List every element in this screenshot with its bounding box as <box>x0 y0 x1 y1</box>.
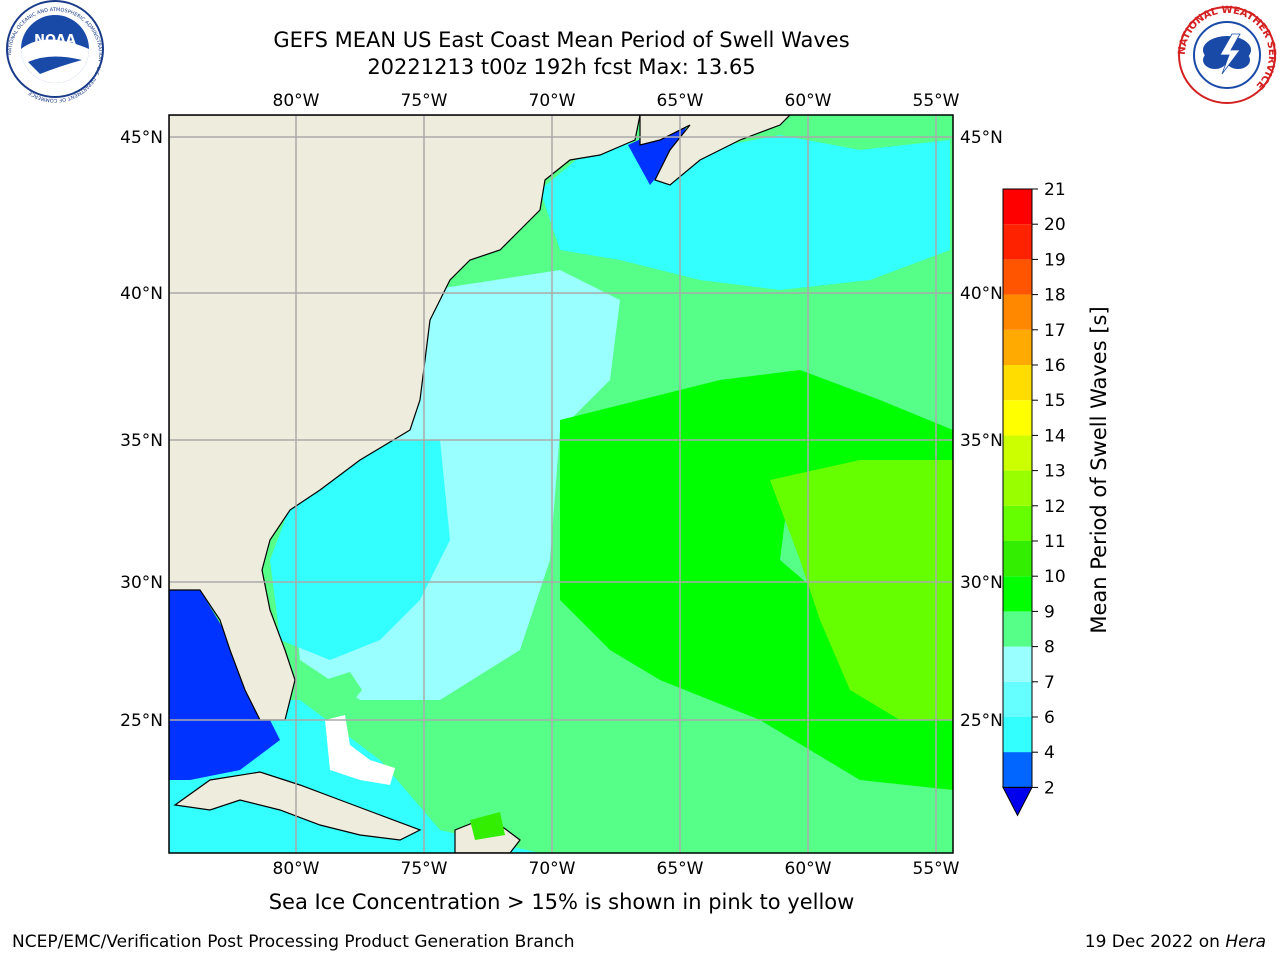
colorbar-frame <box>1002 188 1033 788</box>
colorbar-segment <box>1003 681 1032 717</box>
colorbar-tick-label: 8 <box>1044 638 1055 658</box>
colorbar-tick-label: 13 <box>1044 462 1066 482</box>
chart-subtitle: 20221213 t00z 192h fcst Max: 13.65 <box>367 55 756 79</box>
colorbar-tick-label: 16 <box>1044 356 1066 376</box>
colorbar-segment <box>1003 752 1032 788</box>
colorbar-tick-label: 19 <box>1044 250 1066 270</box>
colorbar-segment <box>1003 400 1032 436</box>
swell-zone-cyan-south <box>270 440 450 660</box>
axis-labels: 80°W 80°W 75°W 75°W 70°W 70°W 65°W 65°W 60°W 60°W… <box>120 91 1003 879</box>
lat-label-left: 35°N <box>120 431 163 451</box>
footer-credit: NCEP/EMC/Verification Post Processing Pr… <box>12 932 575 952</box>
colorbar-tick-label: 6 <box>1044 708 1055 728</box>
footer-host: Hera <box>1225 932 1266 952</box>
land-north-america <box>169 115 641 721</box>
colorbar-tick-label: 11 <box>1044 532 1066 552</box>
nws-logo: NATIONAL WEATHER SERVICE <box>1177 5 1277 104</box>
lon-label-top: 75°W <box>401 91 448 111</box>
lon-label-bottom: 55°W <box>913 859 960 879</box>
bahamas-shallow-patch <box>325 715 395 785</box>
map-area <box>169 115 953 853</box>
colorbar-segment <box>1003 470 1032 506</box>
colorbar-extend-arrow <box>1002 786 1033 817</box>
chart-title: GEFS MEAN US East Coast Mean Period of S… <box>273 28 850 52</box>
colorbar-segment <box>1003 259 1032 295</box>
colorbar: 2 4 6 7 8 9 10 11 12 13 14 15 16 17 18 19 20 21 <box>1002 180 1066 817</box>
lon-label-top: 70°W <box>529 91 576 111</box>
lon-label-top: 65°W <box>657 91 704 111</box>
land-cuba <box>173 771 422 841</box>
colorbar-tick-label: 18 <box>1044 286 1066 306</box>
colorbar-segment <box>1003 611 1032 647</box>
colorbar-segment <box>1003 505 1032 541</box>
map-gridlines <box>169 115 953 853</box>
colorbar-segment <box>1003 541 1032 577</box>
swell-zone-cyan-north <box>540 135 950 290</box>
colorbar-tick-label: 2 <box>1044 778 1055 798</box>
lat-label-left: 30°N <box>120 573 163 593</box>
colorbar-tick-label: 7 <box>1044 673 1055 693</box>
noaa-logo: NOAA NATIONAL OCEANIC AND ATMOSPHERIC AD… <box>6 0 104 103</box>
colorbar-tick-label: 4 <box>1044 743 1055 763</box>
noaa-logo-text: NOAA <box>34 33 76 48</box>
lat-label-right: 35°N <box>960 431 1003 451</box>
lon-label-bottom: 70°W <box>529 859 576 879</box>
hispaniola-green-patch <box>470 812 505 840</box>
colorbar-segment <box>1003 294 1032 330</box>
lat-label-right: 40°N <box>960 284 1003 304</box>
colorbar-label: Mean Period of Swell Waves [s] <box>1087 306 1111 633</box>
colorbar-segment <box>1003 365 1032 401</box>
colorbar-segment <box>1003 576 1032 612</box>
lat-label-left: 45°N <box>120 128 163 148</box>
colorbar-tick-label: 17 <box>1044 321 1066 341</box>
lon-label-top: 60°W <box>785 91 832 111</box>
colorbar-tick-label: 9 <box>1044 602 1055 622</box>
lat-label-left: 40°N <box>120 284 163 304</box>
lon-label-bottom: 75°W <box>401 859 448 879</box>
map-frame <box>168 114 954 854</box>
lat-label-right: 30°N <box>960 573 1003 593</box>
colorbar-tick-label: 14 <box>1044 426 1066 446</box>
colorbar-tick-label: 20 <box>1044 215 1066 235</box>
lat-label-right: 25°N <box>960 711 1003 731</box>
colorbar-tick-label: 10 <box>1044 567 1066 587</box>
lat-label-right: 45°N <box>960 128 1003 148</box>
colorbar-segment <box>1003 646 1032 682</box>
swell-zone-deep-blue <box>169 590 280 780</box>
footer-date: 19 Dec 2022 on Hera <box>1085 932 1266 952</box>
footer-date-text: 19 Dec 2022 on <box>1084 932 1226 952</box>
bahamas-green-patch <box>325 672 362 705</box>
sea-ice-caption: Sea Ice Concentration > 15% is shown in … <box>268 890 855 914</box>
lon-label-top: 80°W <box>273 91 320 111</box>
colorbar-tick-label: 21 <box>1044 180 1066 200</box>
swell-zone-yellow-green <box>770 460 953 720</box>
colorbar-segment <box>1003 329 1032 365</box>
land-nova-scotia <box>639 115 791 186</box>
colorbar-tick-label: 15 <box>1044 391 1066 411</box>
colorbar-tick-label: 12 <box>1044 497 1066 517</box>
lon-label-top: 55°W <box>913 91 960 111</box>
colorbar-segment <box>1003 189 1032 225</box>
colorbar-segment <box>1003 435 1032 471</box>
colorbar-segment <box>1003 717 1032 753</box>
lon-label-bottom: 65°W <box>657 859 704 879</box>
lon-label-bottom: 60°W <box>785 859 832 879</box>
lon-label-bottom: 80°W <box>273 859 320 879</box>
colorbar-segment <box>1003 224 1032 260</box>
lat-label-left: 25°N <box>120 711 163 731</box>
